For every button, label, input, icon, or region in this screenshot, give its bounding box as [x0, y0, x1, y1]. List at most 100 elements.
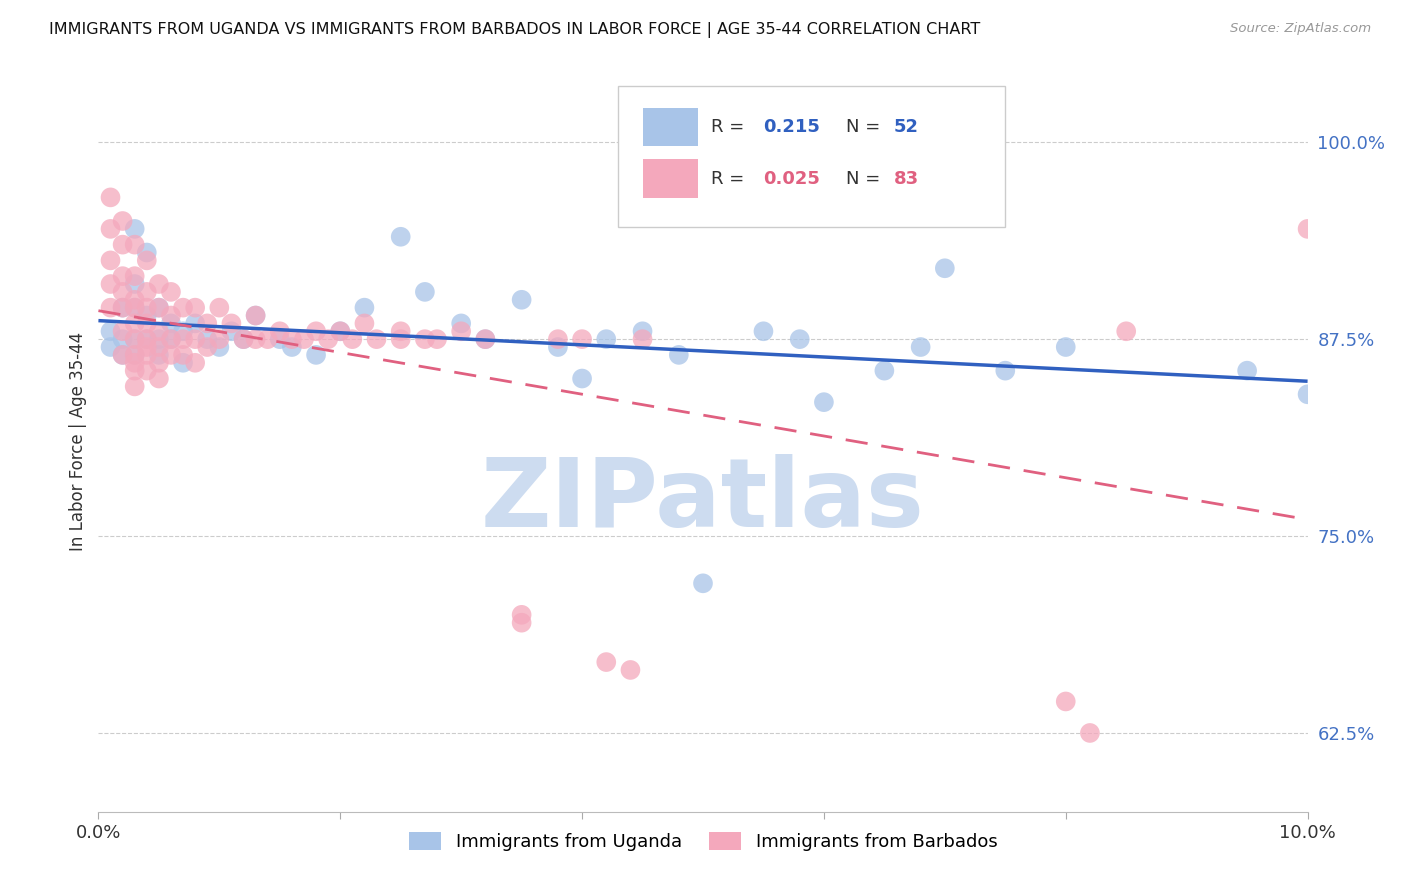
Text: 0.025: 0.025: [763, 169, 820, 187]
Point: [148, 340, 170, 354]
Point: [256, 332, 278, 346]
Point: [195, 340, 218, 354]
Point: [135, 285, 157, 299]
Point: [148, 356, 170, 370]
Text: IMMIGRANTS FROM UGANDA VS IMMIGRANTS FROM BARBADOS IN LABOR FORCE | AGE 35-44 CO: IMMIGRANTS FROM UGANDA VS IMMIGRANTS FRO…: [49, 22, 980, 38]
Point: [510, 607, 533, 622]
Point: [389, 324, 412, 338]
Point: [571, 371, 593, 385]
Point: [281, 340, 304, 354]
Point: [160, 332, 183, 346]
Point: [184, 332, 207, 346]
Text: 83: 83: [894, 169, 920, 187]
Point: [692, 576, 714, 591]
Point: [426, 332, 449, 346]
Point: [100, 253, 122, 268]
FancyBboxPatch shape: [643, 160, 699, 198]
Point: [172, 301, 194, 315]
Point: [873, 128, 896, 142]
Point: [111, 301, 134, 315]
Text: Source: ZipAtlas.com: Source: ZipAtlas.com: [1230, 22, 1371, 36]
Point: [160, 332, 183, 346]
Point: [389, 229, 412, 244]
Text: N =: N =: [845, 169, 886, 187]
Point: [100, 301, 122, 315]
Point: [305, 348, 328, 362]
Point: [292, 332, 315, 346]
Point: [148, 348, 170, 362]
Point: [148, 277, 170, 291]
Point: [329, 324, 352, 338]
Point: [172, 332, 194, 346]
Point: [100, 190, 122, 204]
Point: [873, 364, 896, 378]
Point: [595, 332, 617, 346]
Point: [124, 301, 146, 315]
Point: [752, 324, 775, 338]
Point: [124, 317, 146, 331]
Point: [124, 293, 146, 307]
Point: [1115, 324, 1137, 338]
Point: [571, 332, 593, 346]
Point: [160, 285, 183, 299]
Point: [135, 309, 157, 323]
Point: [1054, 694, 1077, 708]
Point: [413, 285, 436, 299]
Point: [111, 301, 134, 315]
Point: [232, 332, 254, 346]
Point: [245, 309, 267, 323]
Point: [450, 324, 472, 338]
Point: [789, 332, 811, 346]
Point: [160, 317, 183, 331]
Point: [172, 324, 194, 338]
Point: [353, 301, 375, 315]
Point: [353, 317, 375, 331]
Point: [148, 301, 170, 315]
Point: [474, 332, 496, 346]
Point: [135, 348, 157, 362]
Point: [135, 364, 157, 378]
Point: [111, 269, 134, 284]
Point: [124, 379, 146, 393]
Text: ZIPatlas: ZIPatlas: [481, 454, 925, 548]
Point: [813, 395, 835, 409]
Point: [1236, 364, 1258, 378]
Point: [184, 356, 207, 370]
Point: [124, 356, 146, 370]
Point: [172, 356, 194, 370]
Point: [208, 332, 231, 346]
Point: [631, 324, 654, 338]
Point: [100, 340, 122, 354]
FancyBboxPatch shape: [619, 87, 1005, 227]
Point: [221, 317, 243, 331]
Point: [342, 332, 364, 346]
Point: [100, 277, 122, 291]
Point: [148, 301, 170, 315]
Point: [413, 332, 436, 346]
Text: R =: R =: [711, 118, 751, 136]
Point: [547, 332, 569, 346]
Point: [124, 222, 146, 236]
Point: [124, 348, 146, 362]
Point: [510, 293, 533, 307]
Point: [135, 317, 157, 331]
Point: [124, 301, 146, 315]
Point: [160, 348, 183, 362]
Point: [135, 301, 157, 315]
Point: [135, 332, 157, 346]
Point: [208, 340, 231, 354]
Point: [148, 332, 170, 346]
Point: [111, 237, 134, 252]
Point: [124, 237, 146, 252]
Point: [1078, 726, 1101, 740]
Point: [124, 348, 146, 362]
Point: [208, 301, 231, 315]
Point: [111, 332, 134, 346]
Point: [195, 317, 218, 331]
Point: [232, 332, 254, 346]
Point: [619, 663, 641, 677]
Point: [1296, 387, 1319, 401]
Legend: Immigrants from Uganda, Immigrants from Barbados: Immigrants from Uganda, Immigrants from …: [401, 825, 1005, 858]
Point: [100, 222, 122, 236]
Point: [547, 340, 569, 354]
